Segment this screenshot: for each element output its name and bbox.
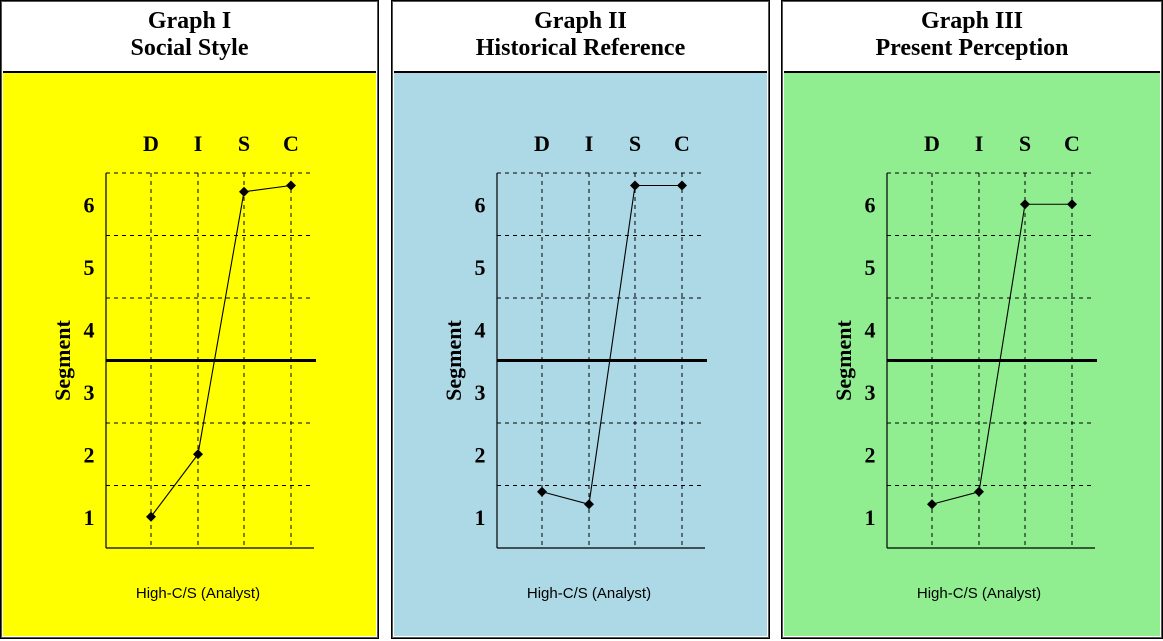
- y-tick-label: 5: [475, 255, 486, 280]
- y-tick-label: 5: [84, 255, 95, 280]
- graph-panel-2: Graph II Historical Reference D I S C 1 2 3 4 5 6…: [391, 0, 770, 639]
- y-axis-title: Segment: [831, 320, 856, 401]
- graph-name: Social Style: [130, 35, 249, 61]
- style-caption: High-C/S (Analyst): [527, 585, 651, 602]
- category-label: I: [975, 131, 984, 156]
- y-tick-label: 6: [865, 192, 876, 217]
- series-line: [541, 184, 682, 505]
- graph-body: D I S C 1 2 3 4 5 6 Segment High-C/S (Analyst): [784, 73, 1160, 636]
- category-label: I: [194, 131, 203, 156]
- style-caption: High-C/S (Analyst): [917, 585, 1041, 602]
- graph-panel-3: Graph III Present Perception D I S C 1 2 3 4 5 6 S…: [781, 0, 1163, 639]
- graph-heading: Graph II Historical Reference: [394, 3, 767, 73]
- y-tick-label: 3: [475, 380, 486, 405]
- graph-number: Graph III: [920, 8, 1024, 34]
- disc-chart: D I S C 1 2 3 4 5 6 Segment High-C/S (Analyst): [441, 131, 707, 602]
- series-line: [931, 203, 1072, 505]
- graph-name: Historical Reference: [475, 35, 686, 61]
- graph-number: Graph II: [534, 8, 627, 34]
- graph-body: D I S C 1 2 3 4 5 6 Segment High-C/S (Analyst): [3, 73, 376, 636]
- category-label: C: [283, 131, 299, 156]
- category-label: S: [238, 131, 250, 156]
- style-caption: High-C/S (Analyst): [136, 585, 260, 602]
- data-point: [193, 449, 203, 460]
- y-tick-label: 1: [475, 505, 486, 530]
- data-point: [537, 486, 547, 497]
- data-point: [1020, 199, 1030, 210]
- graph-name: Present Perception: [875, 35, 1069, 61]
- category-label: D: [143, 131, 159, 156]
- disc-chart: D I S C 1 2 3 4 5 6 Segment High-C/S (Analyst): [50, 131, 316, 602]
- data-point: [584, 499, 594, 510]
- data-point: [286, 180, 296, 191]
- y-tick-label: 6: [475, 192, 486, 217]
- data-point: [677, 180, 687, 191]
- graph-number: Graph I: [147, 8, 232, 34]
- y-tick-label: 2: [84, 442, 95, 467]
- y-tick-label: 4: [865, 317, 876, 342]
- graph-body: D I S C 1 2 3 4 5 6 Segment High-C/S (Analyst): [394, 73, 767, 636]
- y-axis-title: Segment: [441, 320, 466, 401]
- y-tick-label: 3: [865, 380, 876, 405]
- category-label: S: [629, 131, 641, 156]
- category-label: C: [1064, 131, 1080, 156]
- data-point: [974, 486, 984, 497]
- y-axis-title: Segment: [50, 320, 75, 401]
- graph-heading: Graph I Social Style: [3, 3, 376, 73]
- category-label: D: [924, 131, 940, 156]
- data-point: [239, 186, 249, 197]
- y-tick-label: 1: [84, 505, 95, 530]
- category-label: I: [585, 131, 594, 156]
- category-label: D: [534, 131, 550, 156]
- series-line: [150, 184, 292, 518]
- y-tick-label: 6: [84, 192, 95, 217]
- y-tick-label: 3: [84, 380, 95, 405]
- data-point: [630, 180, 640, 191]
- category-label: C: [674, 131, 690, 156]
- y-tick-label: 2: [865, 442, 876, 467]
- data-point: [146, 511, 156, 522]
- category-label: S: [1019, 131, 1031, 156]
- disc-chart: D I S C 1 2 3 4 5 6 Segment High-C/S (Analyst): [831, 131, 1097, 602]
- y-tick-label: 1: [865, 505, 876, 530]
- graph-panel-1: Graph I Social Style D I S C 1 2 3 4 5 6 Segment Hi…: [0, 0, 379, 639]
- y-tick-label: 5: [865, 255, 876, 280]
- y-tick-label: 4: [475, 317, 486, 342]
- data-point: [927, 499, 937, 510]
- y-tick-label: 2: [475, 442, 486, 467]
- data-point: [1067, 199, 1077, 210]
- graph-heading: Graph III Present Perception: [784, 3, 1160, 73]
- y-tick-label: 4: [84, 317, 95, 342]
